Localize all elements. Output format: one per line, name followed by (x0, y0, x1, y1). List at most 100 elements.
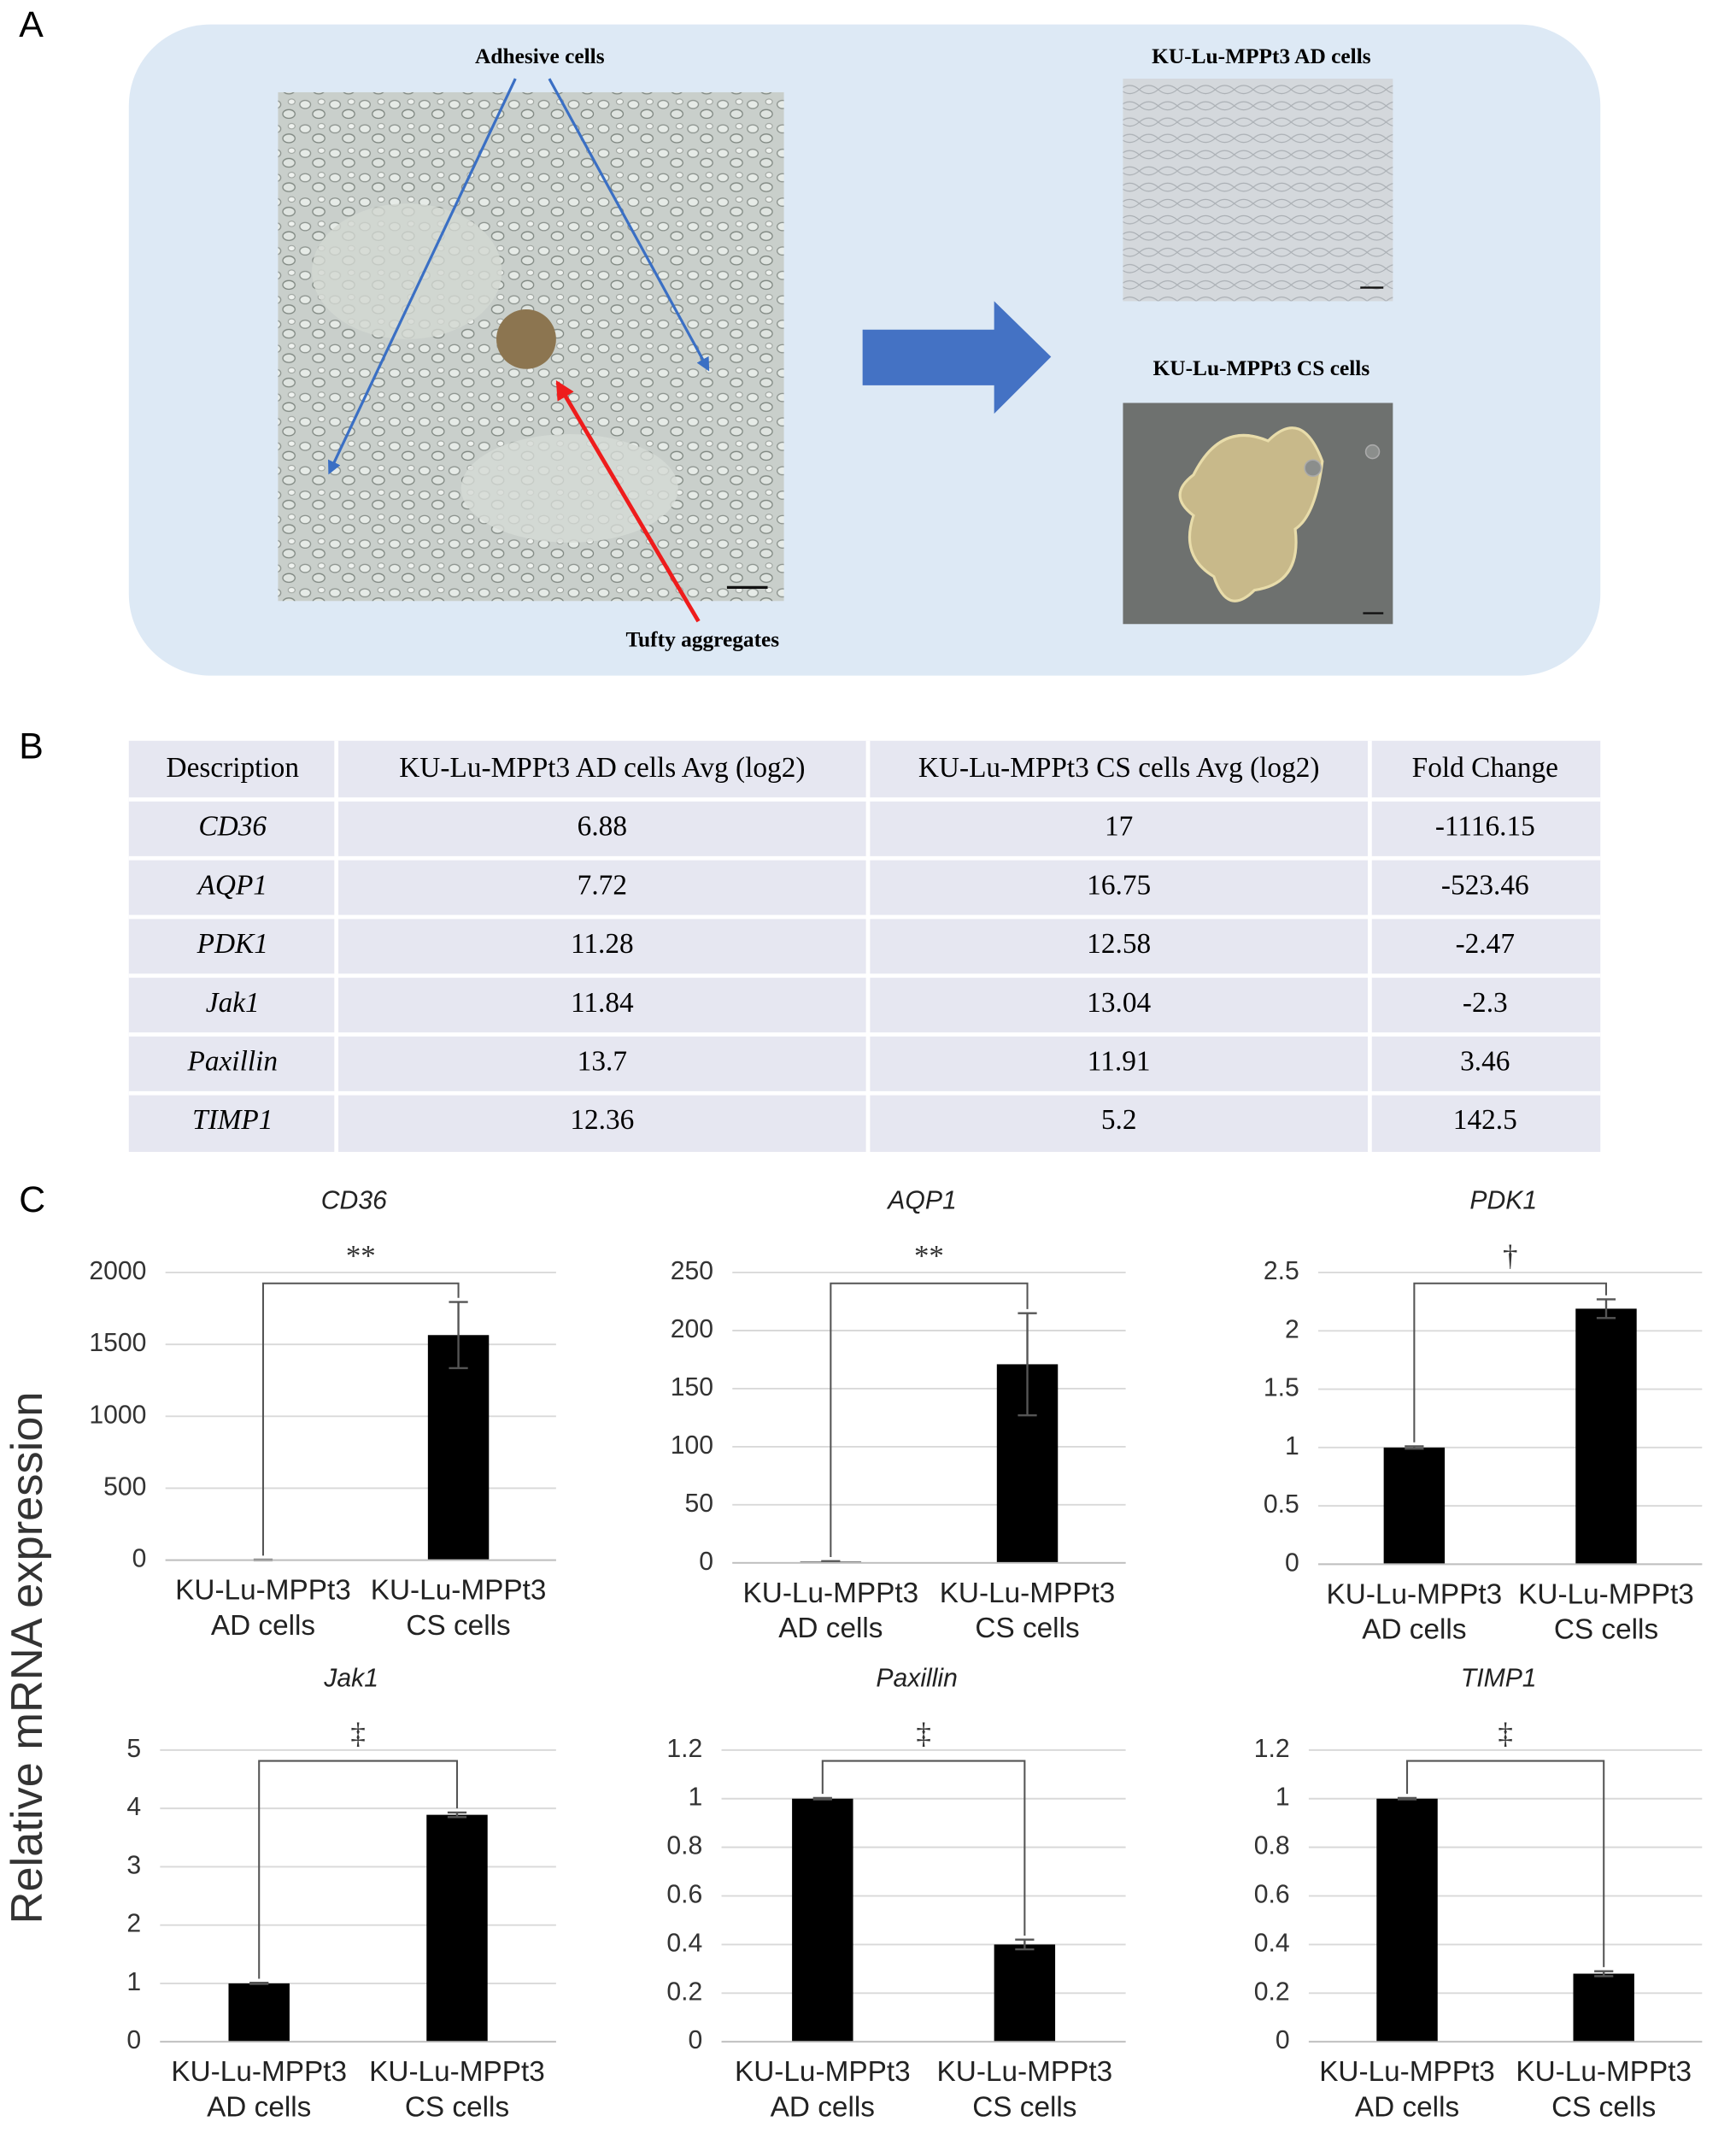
table-cell: 12.36 (570, 1104, 634, 1136)
table-background (128, 740, 1601, 1152)
chart-title: TIMP1 (1461, 1664, 1537, 1692)
arrow (328, 78, 517, 475)
y-tick-label: 1000 (89, 1401, 146, 1429)
panel-letter: C (19, 1179, 45, 1220)
bar-chart: TIMP1 0 0.2 0.4 0.6 0.8 1 1.2 KU-Lu-MPPt3 AD cel… (1254, 1664, 1703, 2124)
table-cell: 6.88 (578, 811, 627, 843)
x-tick-label: KU-Lu-MPPt3 AD cells (171, 2056, 348, 2124)
significance-bracket (821, 1760, 1026, 1936)
y-tick-label: 1 (1276, 1783, 1290, 1812)
x-tick-label-box: KU-Lu-MPPt3 CS cells (369, 2056, 545, 2124)
table-cell: -1116.15 (1435, 811, 1535, 843)
x-tick-label-box: KU-Lu-MPPt3 AD cells (171, 2056, 348, 2124)
table-cell: 5.2 (1101, 1104, 1137, 1136)
bar-chart: Jak1 0 1 2 3 4 5 KU-Lu-MPPt3 AD cells KU-Lu-MPPt… (126, 1664, 556, 2124)
y-tick-label: 200 (671, 1315, 713, 1343)
big-arrow (862, 301, 1052, 414)
table-header: KU-Lu-MPPt3 AD cells Avg (log2) (399, 752, 805, 784)
table-cell: 11.91 (1088, 1045, 1151, 1077)
y-tick-label: 0.2 (666, 1977, 702, 2006)
bar-chart: PDK1 0 0.5 1 1.5 2 2.5 KU-Lu-MPPt3 AD cellsKU-L… (1264, 1186, 1703, 1646)
x-tick-label: KU-Lu-MPPt3 AD cells (1319, 2056, 1495, 2124)
table-header: KU-Lu-MPPt3 CS cells Avg (log2) (918, 752, 1320, 784)
x-tick-label: KU-Lu-MPPt3 CS cells (939, 1578, 1116, 1645)
y-tick-label: 1.5 (1264, 1374, 1299, 1402)
x-tick-label: KU-Lu-MPPt3 AD cells (742, 1578, 919, 1645)
y-tick-label: 1 (126, 1968, 141, 1996)
x-tick-label: KU-Lu-MPPt3 CS cells (369, 2056, 545, 2124)
y-tick-label: 0.4 (666, 1929, 702, 1957)
x-tick-label: KU-Lu-MPPt3 AD cells (1326, 1578, 1503, 1646)
y-tick-label: 1500 (89, 1329, 146, 1357)
y-tick-label: 100 (671, 1431, 713, 1460)
x-tick-label-box: KU-Lu-MPPt3 AD cells (175, 1575, 351, 1642)
table-cell: 3.46 (1460, 1045, 1510, 1077)
y-tick-label: 1.2 (1254, 1735, 1290, 1763)
x-tick-label-box: KU-Lu-MPPt3 CS cells (937, 2057, 1113, 2124)
significance-mark: ** (914, 1239, 944, 1272)
x-tick-label: KU-Lu-MPPt3 CS cells (1516, 2056, 1692, 2124)
gene-name: PDK1 (196, 928, 268, 960)
table-header: Description (167, 752, 300, 784)
y-tick-label: 0.8 (666, 1832, 702, 1860)
micrograph-detail (460, 433, 678, 543)
x-tick-label-box: KU-Lu-MPPt3 AD cells (742, 1578, 919, 1645)
x-tick-label: KU-Lu-MPPt3 CS cells (370, 1575, 547, 1642)
table-header: Fold Change (1412, 752, 1558, 784)
table-cell: 12.58 (1087, 928, 1151, 960)
x-tick-label: KU-Lu-MPPt3 CS cells (1518, 1578, 1694, 1646)
bar-chart: Paxillin 0 0.2 0.4 0.6 0.8 1 1.2 KU-Lu-MPPt3 AD … (666, 1664, 1126, 2124)
y-tick-label: 500 (103, 1472, 146, 1501)
y-tick-label: 0.4 (1254, 1929, 1290, 1957)
y-tick-label: 1.2 (666, 1735, 702, 1763)
significance-mark: ‡ (916, 1717, 930, 1750)
table-cell: -2.47 (1456, 928, 1515, 960)
chart-title: PDK1 (1469, 1186, 1537, 1214)
bar (427, 1335, 490, 1560)
significance-mark: ‡ (350, 1717, 365, 1750)
table-cell: 16.75 (1087, 869, 1151, 901)
table-cell: 11.28 (571, 928, 634, 960)
y-tick-label: 0 (1276, 2026, 1290, 2054)
bar (994, 1944, 1056, 2042)
gene-name: Jak1 (206, 987, 260, 1019)
y-tick-label: 0.2 (1254, 1977, 1290, 2006)
table-cell: 13.04 (1087, 987, 1151, 1019)
y-tick-label: 0.5 (1264, 1490, 1299, 1519)
bar (228, 1983, 290, 2042)
y-tick-label: 2 (126, 1910, 141, 1938)
significance-mark: ** (346, 1239, 376, 1272)
label: KU-Lu-MPPt3 AD cells (1152, 44, 1371, 68)
micrograph (1123, 79, 1393, 302)
y-tick-label: 50 (684, 1490, 713, 1518)
y-tick-label: 3 (126, 1851, 141, 1879)
gene-name: TIMP1 (192, 1104, 273, 1136)
table: Description KU-Lu-MPPt3 AD cells Avg (log… (128, 740, 1601, 1152)
y-tick-label: 0.6 (666, 1880, 702, 1908)
y-tick-label: 0 (699, 1548, 713, 1576)
y-tick-label: 2.5 (1264, 1257, 1299, 1285)
table-cell: 13.7 (578, 1045, 627, 1077)
y-tick-label: 0.8 (1254, 1832, 1290, 1860)
label: Adhesive cells (475, 44, 605, 68)
arrow (548, 78, 710, 372)
significance-bracket (1413, 1282, 1608, 1443)
bar-chart: CD36 0 500 1000 1500 2000 KU-Lu-MPPt3 AD cells… (89, 1186, 556, 1642)
table-cell: -523.46 (1441, 869, 1529, 901)
y-tick-label: 1 (1285, 1432, 1299, 1460)
x-tick-label-box: KU-Lu-MPPt3 CS cells (370, 1575, 547, 1642)
aggregate (496, 309, 556, 369)
x-tick-label-box: KU-Lu-MPPt3 AD cells (1319, 2056, 1495, 2124)
y-tick-label: 0 (1285, 1548, 1299, 1577)
chart-title: Paxillin (876, 1664, 958, 1692)
y-tick-label: 0.6 (1254, 1880, 1290, 1908)
significance-bracket (261, 1282, 460, 1556)
y-tick-label: 4 (126, 1793, 141, 1821)
aggregate (1178, 426, 1324, 602)
table-cell: -2.3 (1463, 987, 1508, 1019)
y-axis-label: Relative mRNA expression (3, 1391, 52, 1924)
micrograph-detail (1364, 444, 1381, 460)
x-tick-label-box: KU-Lu-MPPt3 CS cells (939, 1578, 1116, 1645)
bar-chart: AQP1 0 50 100 150 200 250 KU-Lu-MPPt3 AD cells K… (671, 1186, 1126, 1645)
